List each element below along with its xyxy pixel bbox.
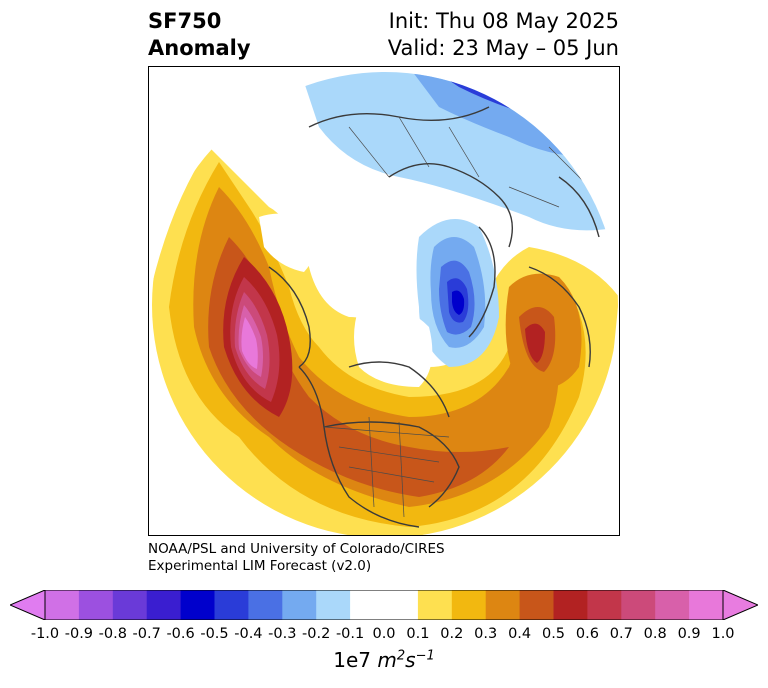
colorbar-segment xyxy=(316,590,351,620)
political-borders xyxy=(323,116,590,518)
colorbar-tick-label: 0.3 xyxy=(474,626,498,642)
colorbar-tick-label: -1.0 xyxy=(30,626,60,642)
colorbar-tick-label: 0.9 xyxy=(677,626,701,642)
variable-name: SF750 xyxy=(148,9,222,33)
colorbar-segment xyxy=(45,590,80,620)
colorbar-tick-label: -0.9 xyxy=(64,626,94,642)
colorbar-ticks: -1.0 -0.9 -0.8 -0.7 -0.6 -0.5 -0.4 -0.3 -0.2 -0.1… xyxy=(0,626,768,646)
neutral-arctic xyxy=(299,171,413,307)
colorbar-segment xyxy=(689,590,724,620)
positive-anomaly-high xyxy=(208,237,509,497)
colorbar-tick-label: -0.2 xyxy=(302,626,331,642)
colorbar-extend-low xyxy=(10,590,46,620)
variable-type: Anomaly xyxy=(148,36,251,60)
colorbar-segment xyxy=(384,590,419,620)
colorbar-segment xyxy=(485,590,521,620)
title-right: Init: Thu 08 May 2025 Valid: 23 May – 05… xyxy=(388,8,619,62)
colorbar-tick-label: 1.0 xyxy=(711,626,735,642)
units-s: s xyxy=(405,648,416,672)
colorbar-tick-label: 0.4 xyxy=(508,626,532,642)
anomaly-contours xyxy=(152,72,618,535)
units-m-exp: 2 xyxy=(396,648,406,664)
anomaly-field xyxy=(152,72,618,535)
colorbar-segment xyxy=(621,590,656,620)
colorbar-tick-label: 0.8 xyxy=(643,626,667,642)
title-left: SF750 Anomaly xyxy=(148,8,251,62)
colorbar-segment xyxy=(553,590,588,620)
colorbar-segment xyxy=(248,590,283,620)
neutral-beaufort xyxy=(259,213,313,272)
init-date: Init: Thu 08 May 2025 xyxy=(388,9,619,33)
credit-line-1: NOAA/PSL and University of Colorado/CIRE… xyxy=(148,541,445,557)
colorbar-segment xyxy=(587,590,622,620)
valid-range: Valid: 23 May – 05 Jun xyxy=(387,36,619,60)
colorbar-tick-label: -0.8 xyxy=(98,626,127,642)
colorbar-extend-high xyxy=(722,590,758,620)
colorbar-tick-label: 0.5 xyxy=(541,626,566,642)
colorbar-segment xyxy=(655,590,690,620)
units-prefix: 1e7 xyxy=(333,648,372,672)
colorbar-tick-label: 0.7 xyxy=(609,626,633,642)
colorbar-tick-label: -0.1 xyxy=(335,626,365,642)
colorbar-segment xyxy=(451,590,487,620)
colorbar-tick-label: 0.2 xyxy=(440,626,464,642)
colorbar-segment xyxy=(417,590,453,620)
colorbar-tick-label: -0.3 xyxy=(268,626,297,642)
colorbar-segment xyxy=(282,590,317,620)
colorbar xyxy=(10,590,758,620)
positive-anomaly-pacific-5 xyxy=(241,317,258,369)
credit-line-2: Experimental LIM Forecast (v2.0) xyxy=(148,558,372,574)
colorbar-segment xyxy=(519,590,554,620)
polar-map xyxy=(148,66,620,536)
colorbar-tick-label: -0.6 xyxy=(166,626,195,642)
colorbar-outline xyxy=(44,590,724,620)
units-m: m xyxy=(377,648,397,672)
coastlines xyxy=(268,106,600,528)
colorbar-segments xyxy=(45,590,724,620)
units-s-exp: −1 xyxy=(415,648,435,664)
colorbar-tick-label: 0.0 xyxy=(372,626,396,642)
positive-anomaly-europe-peak xyxy=(525,323,545,363)
credit-text: NOAA/PSL and University of Colorado/CIRE… xyxy=(148,541,445,575)
colorbar-tick-label: 0.1 xyxy=(406,626,430,642)
colorbar-units: 1e7 m2s−1 xyxy=(0,648,768,672)
colorbar-tick-label: -0.4 xyxy=(234,626,263,642)
colorbar-tick-label: 0.6 xyxy=(575,626,599,642)
colorbar-segment xyxy=(180,590,215,620)
colorbar-tick-label: -0.5 xyxy=(200,626,229,642)
colorbar-segment xyxy=(146,590,182,620)
colorbar-segment xyxy=(214,590,249,620)
colorbar-segment xyxy=(112,590,148,620)
colorbar-segment xyxy=(350,590,385,620)
colorbar-segment xyxy=(78,590,114,620)
colorbar-tick-label: -0.7 xyxy=(132,626,161,642)
negative-anomaly-greenland-5 xyxy=(452,290,465,315)
neutral-canada xyxy=(354,304,433,387)
